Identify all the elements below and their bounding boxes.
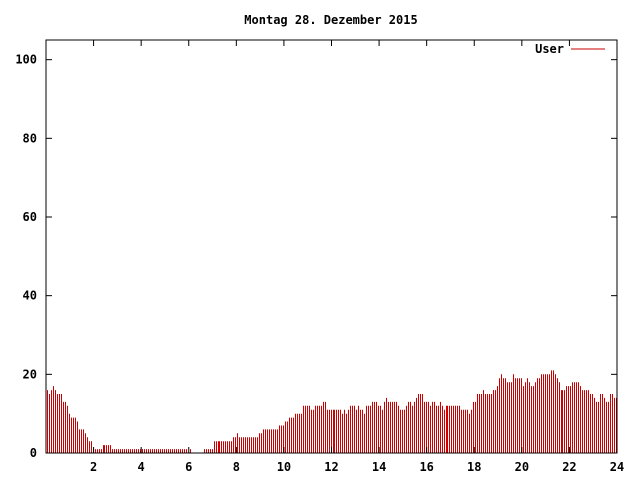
y-tick-label: 80	[23, 131, 37, 145]
x-tick-label: 12	[324, 460, 338, 474]
x-tick-label: 10	[277, 460, 291, 474]
bar-group	[47, 370, 617, 453]
x-tick-label: 14	[372, 460, 386, 474]
x-tick-label: 24	[610, 460, 624, 474]
chart-title: Montag 28. Dezember 2015	[244, 13, 417, 27]
y-tick-label: 20	[23, 367, 37, 381]
legend-label-user: User	[535, 42, 564, 56]
y-axis: 0 20 40 60 80 100	[15, 53, 617, 460]
y-tick-label: 0	[30, 446, 37, 460]
y-tick-label: 40	[23, 289, 37, 303]
x-tick-label: 8	[233, 460, 240, 474]
x-tick-label: 16	[419, 460, 433, 474]
x-tick-label: 18	[467, 460, 481, 474]
legend: User	[535, 42, 605, 56]
x-tick-label: 4	[138, 460, 145, 474]
y-tick-label: 60	[23, 210, 37, 224]
x-tick-label: 20	[515, 460, 529, 474]
y-tick-label: 100	[15, 53, 37, 67]
x-tick-label: 2	[90, 460, 97, 474]
x-tick-label: 22	[562, 460, 576, 474]
x-tick-label: 6	[185, 460, 192, 474]
x-axis: 2 4 6 8 10 12 14 16 18 20 22 24	[90, 40, 624, 474]
